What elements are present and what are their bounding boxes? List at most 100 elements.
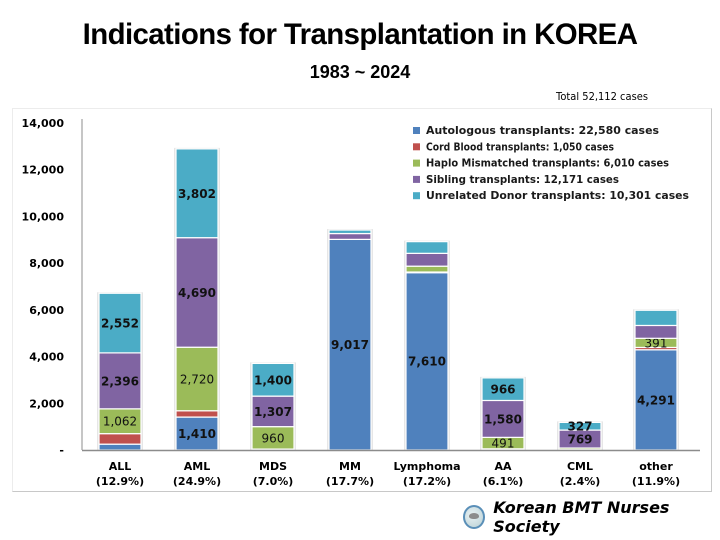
data-label: 2,396: [101, 374, 139, 388]
legend-swatch: [413, 143, 420, 151]
x-tick-share: (11.9%): [632, 475, 680, 488]
bar-segment-haplo: [98, 408, 142, 435]
x-tick-share: (7.0%): [253, 475, 294, 488]
x-axis: ALL (12.9%) AML (24.9%) MDS (7.0%) MM (17.7%) Ly…: [82, 449, 700, 488]
legend-label: Cord Blood transplants: 1,050 cases: [426, 140, 614, 153]
data-label: 4,291: [637, 393, 675, 407]
y-tick-label: 6,000: [29, 304, 64, 317]
bar-aa: 491 1,580 966: [480, 376, 526, 452]
bar-lymphoma: 7,610: [404, 240, 450, 451]
bar-segment-unrelated: [328, 229, 372, 235]
legend-label: Unrelated Donor transplants: 10,301 case…: [426, 189, 689, 202]
bar-segment-unrelated: [251, 362, 295, 397]
society-name: Korean BMT Nurses Society: [493, 498, 670, 536]
bar-segment-sibling: [634, 324, 678, 339]
data-label: 1,307: [254, 405, 292, 419]
legend-label: Autologous transplants: 22,580 cases: [426, 124, 659, 137]
data-label: 391: [645, 336, 668, 350]
data-label: 2,720: [180, 372, 214, 386]
data-label: 769: [567, 433, 592, 447]
chart-frame: [12, 108, 712, 492]
legend-item: Cord Blood transplants: 1,050 cases: [413, 140, 614, 153]
bar-segment-unrelated: [405, 241, 449, 254]
bar-segment-haplo: [405, 265, 449, 273]
bar-segment-sibling: [405, 252, 449, 267]
bar-aml: 1,410 2,720 4,690 3,802: [174, 147, 220, 451]
bar-segment-sibling: [328, 232, 372, 240]
data-label: 4,690: [178, 286, 216, 300]
x-tick-share: (17.7%): [326, 475, 374, 488]
legend-swatch: [413, 175, 420, 183]
y-tick-label: 8,000: [29, 257, 64, 270]
x-tick-share: (12.9%): [96, 475, 144, 488]
legend-swatch: [413, 192, 420, 200]
bar-other: 4,291 391: [633, 309, 679, 451]
x-tick-label: other: [639, 460, 673, 473]
x-tick-label: MDS: [259, 460, 287, 473]
total-cases: Total 52,112 cases: [556, 90, 648, 103]
y-axis: - 2,000 4,000 6,000 8,000 10,000 12,000 14,000: [22, 117, 83, 457]
bar-segment-sibling: [175, 237, 219, 348]
x-tick-label: AML: [184, 460, 210, 473]
y-tick-label: -: [59, 444, 64, 457]
data-label: 7,610: [408, 355, 446, 369]
bar-segment-unrelated: [481, 377, 525, 402]
legend-swatch: [413, 127, 420, 134]
data-label: 9,017: [331, 338, 369, 352]
data-label: 1,580: [484, 412, 522, 426]
x-tick-share: (2.4%): [560, 475, 601, 488]
x-tick-label: AA: [494, 460, 512, 473]
page-title: Indications for Transplantation in KOREA: [82, 18, 638, 51]
data-label: 966: [490, 383, 515, 397]
data-label: 327: [567, 420, 592, 434]
x-tick-share: (17.2%): [403, 475, 451, 488]
bar-segment-cord: [175, 410, 219, 418]
y-tick-label: 10,000: [22, 210, 65, 223]
x-tick-label: MM: [339, 460, 361, 473]
legend-item: Autologous transplants: 22,580 cases: [413, 124, 659, 137]
bar-segment-sibling: [251, 395, 295, 428]
bar-segment-unrelated: [558, 421, 602, 431]
legend-item: Sibling transplants: 12,171 cases: [413, 173, 619, 186]
society-logo-icon: [463, 505, 486, 529]
y-tick-label: 14,000: [22, 117, 65, 130]
data-label: 960: [262, 431, 285, 445]
legend-label: Sibling transplants: 12,171 cases: [426, 173, 619, 186]
legend-item: Unrelated Donor transplants: 10,301 case…: [413, 189, 689, 202]
data-label: 3,802: [178, 187, 216, 201]
y-tick-label: 12,000: [22, 164, 65, 177]
bar-segment-autologous: [634, 349, 678, 451]
bar-segment-unrelated: [634, 309, 678, 327]
x-tick-share: (6.1%): [483, 475, 524, 488]
x-tick-label: CML: [567, 460, 593, 473]
bar-segment-haplo: [175, 346, 219, 412]
x-tick-label: ALL: [109, 460, 132, 473]
bar-segment-cord: [98, 433, 142, 445]
page-subtitle: 1983 ~ 2024: [309, 62, 411, 82]
bar-segment-autologous: [175, 416, 219, 451]
bar-segment-sibling: [481, 399, 525, 438]
bar-segment-autologous: [98, 443, 142, 451]
bar-segment-autologous: [405, 271, 449, 451]
x-tick-label: Lymphoma: [393, 460, 460, 473]
data-label: 1,400: [254, 373, 292, 387]
bar-mds: 960 1,307 1,400: [250, 362, 296, 451]
data-label: 1,062: [103, 415, 137, 429]
data-label: 2,552: [101, 317, 139, 331]
legend-label: Haplo Mismatched transplants: 6,010 case…: [426, 157, 669, 170]
footer: Korean BMT Nurses Society: [463, 498, 720, 536]
legend-item: Haplo Mismatched transplants: 6,010 case…: [413, 157, 669, 170]
y-tick-label: 4,000: [29, 351, 64, 364]
x-tick-share: (24.9%): [173, 475, 221, 488]
bar-all: 1,062 2,396 2,552: [97, 292, 143, 451]
y-tick-label: 2,000: [29, 397, 64, 410]
legend-swatch: [413, 159, 420, 167]
bar-segment-unrelated: [98, 292, 142, 354]
legend: Autologous transplants: 22,580 cases Cord…: [413, 124, 689, 202]
bar-mm: 9,017: [327, 229, 373, 451]
data-label: 1,410: [178, 427, 216, 441]
data-label: 491: [492, 437, 515, 451]
bar-segment-unrelated: [175, 148, 219, 239]
